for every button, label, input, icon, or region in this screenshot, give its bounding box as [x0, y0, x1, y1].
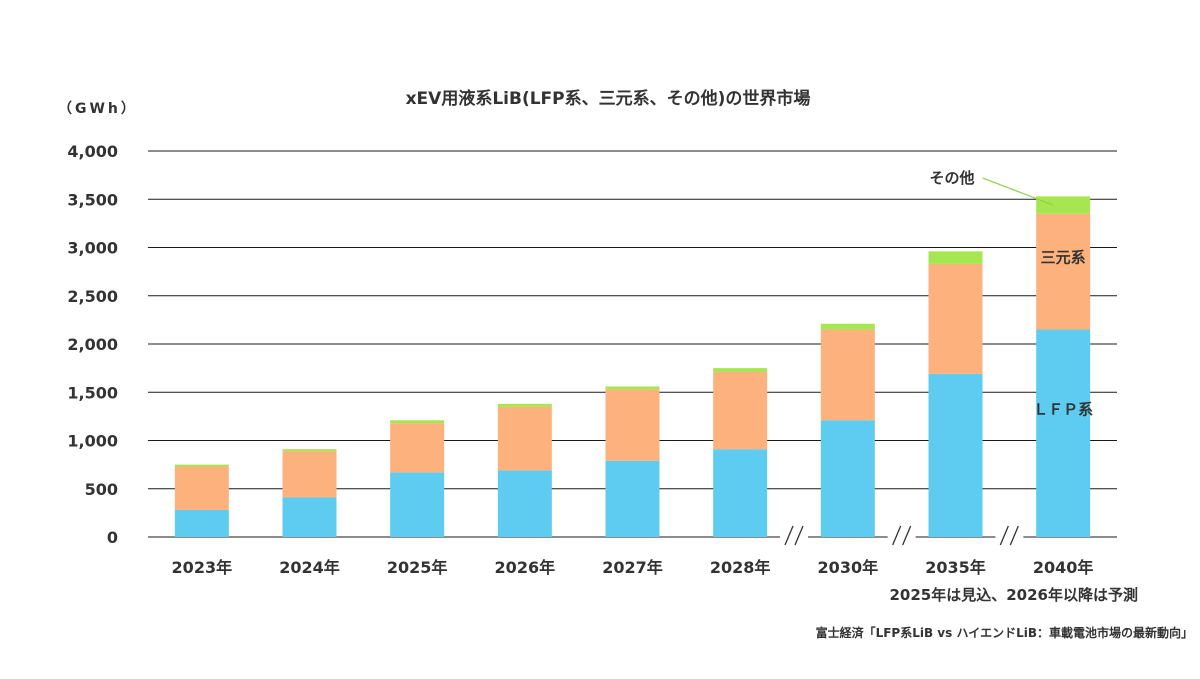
other-callout-line [982, 177, 1054, 206]
axis-break-mark [794, 525, 804, 546]
bar-segment-series2-2023 [174, 464, 229, 467]
bar-segment-series1-2035 [928, 263, 983, 374]
bar-segment-series2-2030 [820, 323, 875, 330]
y-tick-label: 1,000 [67, 432, 118, 451]
bar-segment-series2-2035 [928, 251, 983, 264]
bar-segment-series0-2023 [174, 509, 229, 537]
x-tick-label: 2035年 [925, 558, 986, 577]
bar-segment-series0-2027 [605, 460, 660, 537]
bar-segment-series1-2026 [497, 406, 552, 471]
x-tick-label: 2025年 [387, 558, 448, 577]
series-label-other: その他 [929, 169, 974, 187]
series-label-lfp: ＬＦＰ系 [1033, 400, 1093, 418]
y-tick-label: 500 [85, 480, 118, 499]
y-tick-label: 1,500 [67, 383, 118, 402]
bar-segment-series0-2026 [497, 470, 552, 537]
bar-segment-series0-2024 [282, 497, 337, 537]
y-tick-label: 4,000 [67, 142, 118, 161]
axis-break-mark [892, 525, 902, 546]
bar-segment-series0-2040 [1036, 329, 1091, 537]
bar-segment-series0-2030 [820, 420, 875, 537]
chart-title: xEV用液系LiB(LFP系、三元系、その他)の世界市場 [406, 88, 811, 109]
x-tick-label: 2023年 [172, 558, 233, 577]
forecast-note: 2025年は見込、2026年以降は予測 [890, 586, 1139, 604]
axis-break-mark [1009, 525, 1019, 546]
bar-segment-series2-2040 [1036, 196, 1091, 214]
y-tick-label: 2,500 [67, 287, 118, 306]
x-tick-label: 2028年 [710, 558, 771, 577]
bar-segment-series1-2030 [820, 329, 875, 421]
bar-segment-series0-2035 [928, 373, 983, 537]
bar-segment-series1-2024 [282, 451, 337, 498]
axis-break-mark [902, 525, 912, 546]
y-tick-label: 2,000 [67, 335, 118, 354]
bar-segment-series1-2040 [1036, 213, 1091, 330]
bar-segment-series2-2028 [713, 368, 768, 372]
bar-segment-series1-2025 [390, 423, 445, 473]
bar-segment-series2-2024 [282, 449, 337, 452]
x-tick-label: 2024年 [279, 558, 340, 577]
axis-break-mark [784, 525, 794, 546]
y-axis-unit-label: （GWh） [58, 101, 138, 117]
x-tick-label: 2040年 [1033, 558, 1094, 577]
x-tick-label: 2027年 [602, 558, 663, 577]
axis-break-marks [780, 523, 1024, 546]
axis-break-gap [995, 523, 1024, 543]
x-tick-label: 2026年 [495, 558, 556, 577]
y-tick-label: 3,000 [67, 239, 118, 258]
bar-segment-series1-2028 [713, 371, 768, 450]
axis-break-gap [780, 523, 808, 543]
bars [174, 196, 1091, 537]
axis-break-gap [887, 523, 916, 543]
bar-segment-series0-2025 [390, 472, 445, 537]
series-labels: ＬＦＰ系 三元系 その他 [929, 169, 1093, 418]
bar-segment-series2-2025 [390, 420, 445, 424]
bar-segment-series1-2027 [605, 389, 660, 461]
bar-segment-series2-2027 [605, 386, 660, 390]
bar-segment-series2-2026 [497, 403, 552, 407]
bar-segment-series0-2028 [713, 449, 768, 537]
y-tick-label: 3,500 [67, 190, 118, 209]
axis-break-mark [999, 525, 1009, 546]
series-label-ternary: 三元系 [1041, 249, 1086, 267]
source-citation: 富士経済「LFP系LiB vs ハイエンドLiB：車載電池市場の最新動向」 [816, 625, 1193, 640]
y-axis-ticks: 0 500 1,000 1,500 2,000 2,500 3,000 3,500 4,000 [67, 142, 118, 547]
x-axis-ticks: 2023年 2024年 2025年 2026年 2027年 2028年 2030年 2035年… [172, 558, 1094, 577]
x-tick-label: 2030年 [818, 558, 879, 577]
y-tick-label: 0 [107, 528, 118, 547]
bar-segment-series1-2023 [174, 466, 229, 510]
